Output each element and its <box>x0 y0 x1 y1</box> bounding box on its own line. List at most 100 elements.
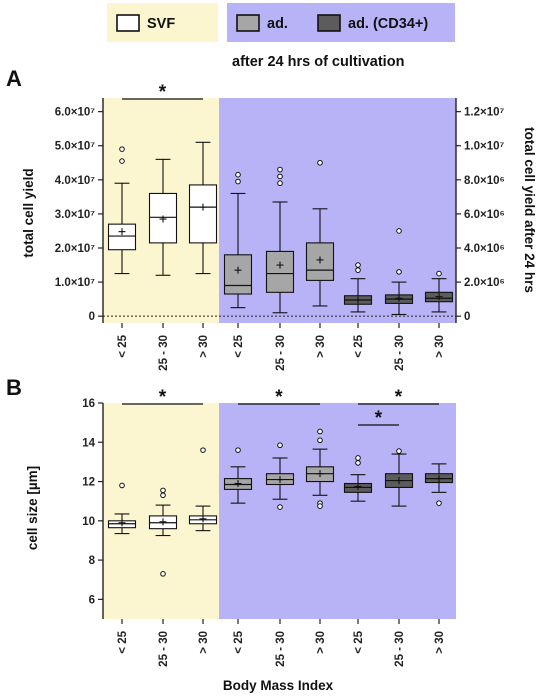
y-tick-label-right: 4.0×10⁶ <box>464 243 505 255</box>
box-svf-25 <box>107 146 137 275</box>
y-tick-label-left: 0 <box>89 311 95 323</box>
box-ad-30 <box>305 428 335 509</box>
panel-a: < 25 25 - 30 > 30 < 25 25 - 30 > 30 < 25 25 - 3… <box>55 82 505 371</box>
outlier-point <box>277 180 283 187</box>
svf-region-background <box>103 403 219 619</box>
y-tick-label-left: 3.0×10⁷ <box>55 209 95 221</box>
significance-star: * <box>275 387 283 408</box>
outlier-point <box>160 571 166 577</box>
outlier-point <box>160 492 166 499</box>
x-tick-label-25-30: 25 - 30 <box>394 335 406 371</box>
box-ad-25 <box>223 171 253 309</box>
legend-subtitle: after 24 hrs of cultivation <box>232 54 404 70</box>
box-ad-cd34-25-30 <box>384 448 414 507</box>
y-tick-label-right: 1.2×10⁷ <box>464 107 504 119</box>
y-tick-label: 12 <box>82 477 95 489</box>
box-ad-cd34-25 <box>343 455 373 502</box>
outlier-point <box>317 428 323 435</box>
box-iqr <box>223 254 253 295</box>
y-tick-label-left: 5.0×10⁷ <box>55 141 95 153</box>
outlier-point <box>436 270 442 277</box>
legend-svf-label: SVF <box>147 16 175 32</box>
ad-region-background <box>219 98 456 323</box>
legend-ad-cd34-label: ad. (CD34+) <box>348 16 428 32</box>
outlier-point <box>119 482 125 489</box>
y-tick-label-right: 6.0×10⁶ <box>464 209 505 221</box>
significance-star: * <box>395 387 403 408</box>
y-tick-label: 14 <box>82 437 95 449</box>
x-tick-label-30: > 30 <box>198 335 210 358</box>
outlier-point <box>317 159 323 166</box>
y-tick-label-right: 8.0×10⁶ <box>464 175 505 187</box>
outlier-point <box>235 447 241 453</box>
outlier-point <box>355 455 361 461</box>
outlier-point <box>277 173 283 180</box>
outlier-point <box>119 158 125 164</box>
outlier-point <box>235 171 241 178</box>
ad-region-background <box>219 403 456 619</box>
x-tick-label-25: < 25 <box>233 630 245 653</box>
significance-star: * <box>375 408 383 429</box>
panel-label-b: B <box>6 375 22 400</box>
outlier-point <box>277 166 283 173</box>
legend-ad-cd34-swatch <box>317 14 341 32</box>
x-tick-label-25-30: 25 - 30 <box>275 335 287 371</box>
y-tick-label-left: 4.0×10⁷ <box>55 175 95 187</box>
significance-star: * <box>159 387 167 408</box>
outlier-point <box>317 503 323 509</box>
y-tick-label-left: 6.0×10⁷ <box>55 107 95 119</box>
outlier-point <box>355 460 361 466</box>
x-tick-label-30: > 30 <box>198 631 210 654</box>
x-tick-label-25: < 25 <box>117 630 129 653</box>
box-ad-cd34-30 <box>424 270 454 313</box>
outlier-point <box>235 178 241 185</box>
box-ad-cd34-25-30 <box>384 228 414 316</box>
x-tick-label-25: < 25 <box>353 334 365 357</box>
box-ad-30 <box>305 159 335 307</box>
legend-ad-swatch <box>236 14 260 32</box>
outlier-point <box>160 487 166 494</box>
y-tick-label: 16 <box>82 398 95 410</box>
box-ad-cd34-25 <box>343 262 373 313</box>
box-svf-30 <box>188 447 218 532</box>
legend-ad-label: ad. <box>267 16 288 32</box>
outlier-point <box>355 262 361 268</box>
x-tick-label-25-30: 25 - 30 <box>275 631 287 667</box>
outlier-point <box>119 146 125 152</box>
y-tick-label-right: 0 <box>464 311 470 323</box>
box-svf-30 <box>188 141 218 275</box>
box-iqr <box>265 250 295 293</box>
box-iqr <box>107 223 137 251</box>
x-tick-label-25: < 25 <box>233 334 245 357</box>
outlier-point <box>396 448 402 454</box>
x-tick-label-25-30: 25 - 30 <box>158 631 170 667</box>
box-svf-25-30 <box>148 158 178 276</box>
significance-star: * <box>159 82 167 103</box>
box-svf-25-30 <box>148 487 178 577</box>
panel-label-a: A <box>6 66 22 91</box>
y-tick-label: 8 <box>89 555 96 567</box>
legend: SVF ad. ad. (CD34+) after 24 hrs of cult… <box>107 3 455 70</box>
x-tick-label-25: < 25 <box>117 334 129 357</box>
outlier-point <box>396 228 402 234</box>
x-tick-label-30: > 30 <box>315 631 327 654</box>
y-tick-label-left: 2.0×10⁷ <box>55 243 95 255</box>
x-tick-label-25: < 25 <box>353 630 365 653</box>
box-ad-25-30 <box>265 166 295 314</box>
legend-ad-background <box>227 3 455 42</box>
y-tick-label-left: 1.0×10⁷ <box>55 277 95 289</box>
panel-a-ylabel-right: total cell yield after 24 hrs <box>522 127 537 293</box>
outlier-point <box>436 500 442 506</box>
x-axis-label: Body Mass Index <box>223 678 334 693</box>
outlier-point <box>277 504 283 510</box>
panel-b: < 25 25 - 30 > 30 < 25 25 - 30 > 30 < 25 25 - 3… <box>82 387 456 667</box>
box-ad-cd34-30 <box>424 463 454 506</box>
x-tick-label-25-30: 25 - 30 <box>394 631 406 667</box>
outlier-point <box>277 442 283 449</box>
outlier-point <box>355 267 361 273</box>
x-tick-label-30: > 30 <box>434 335 446 358</box>
panel-a-ylabel-left: total cell yield <box>21 168 36 257</box>
legend-svf-swatch <box>116 14 140 32</box>
x-tick-label-30: > 30 <box>315 335 327 358</box>
